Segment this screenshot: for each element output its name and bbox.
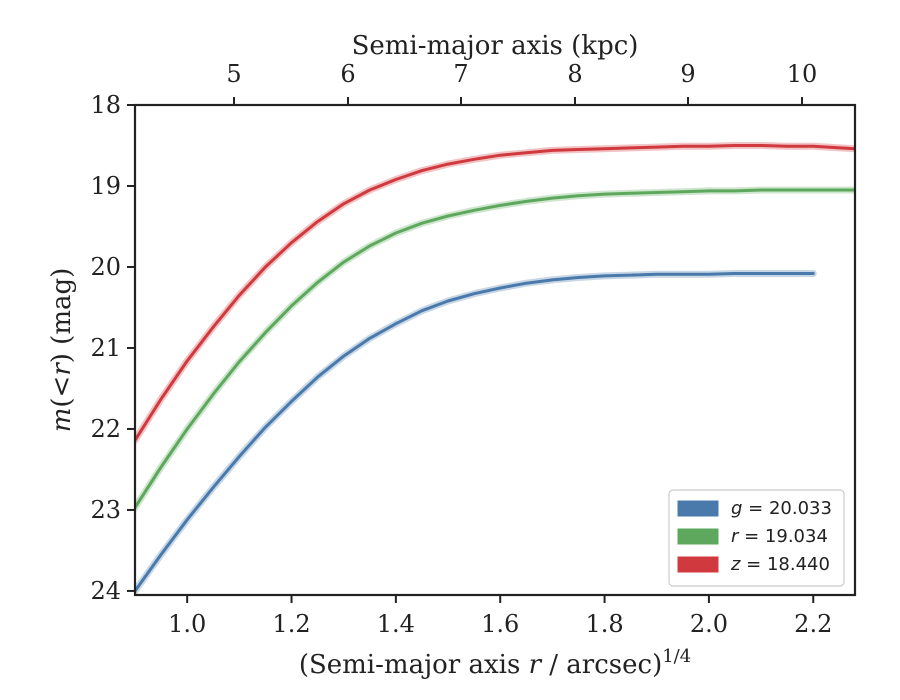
x-axis-title-exponent: 1/4 bbox=[662, 646, 691, 667]
plot-frame bbox=[133, 103, 857, 597]
legend-entry-value: = 20.033 bbox=[742, 498, 832, 519]
legend-entry-g: g = 20.033 bbox=[731, 498, 832, 519]
y-tick-label: 22 bbox=[90, 415, 121, 443]
y-axis-title-unit: (mag) bbox=[47, 268, 77, 353]
y-axis-title-inner: (< bbox=[47, 376, 77, 408]
series-line-r bbox=[135, 188, 855, 509]
x-axis-title: (Semi-major axis r / arcsec)1/4 bbox=[299, 646, 691, 680]
legend-entry-var: r bbox=[731, 526, 740, 547]
y-tick-label: 24 bbox=[90, 577, 121, 605]
y-axis-title-var-r: r bbox=[47, 362, 77, 376]
y-tick-label: 18 bbox=[90, 91, 121, 119]
x-axis-title-mid: / arcsec) bbox=[541, 650, 662, 680]
x-axis-top: 5 6 7 8 9 10 bbox=[226, 60, 817, 105]
legend-swatch-z bbox=[677, 556, 719, 573]
top-x-tick-label: 6 bbox=[340, 60, 355, 88]
x-tick-label: 2.2 bbox=[794, 610, 832, 638]
x-tick-label: 1.2 bbox=[272, 610, 310, 638]
legend-entry-var: g bbox=[731, 498, 742, 519]
y-axis-title-close: ) bbox=[47, 353, 77, 363]
y-tick-label: 23 bbox=[90, 496, 121, 524]
legend-entry-z: z = 18.440 bbox=[730, 554, 830, 575]
y-axis-left: 18 19 20 21 22 23 24 bbox=[90, 91, 135, 605]
y-tick-label: 20 bbox=[90, 253, 121, 281]
series-line-z bbox=[135, 144, 855, 442]
legend-swatch-r bbox=[677, 528, 719, 545]
legend-entry-r: r = 19.034 bbox=[731, 526, 828, 547]
top-x-axis-title: Semi-major axis (kpc) bbox=[352, 31, 639, 61]
top-x-tick-label: 8 bbox=[567, 60, 582, 88]
x-tick-label: 1.4 bbox=[377, 610, 415, 638]
legend-swatch-g bbox=[677, 500, 719, 517]
y-axis-title: m(<r) (mag) bbox=[47, 268, 77, 433]
x-tick-label: 1.8 bbox=[585, 610, 623, 638]
x-tick-label: 1.6 bbox=[481, 610, 519, 638]
legend-entry-value: = 19.034 bbox=[738, 526, 828, 547]
x-tick-label: 2.0 bbox=[690, 610, 728, 638]
legend-entry-value: = 18.440 bbox=[740, 554, 830, 575]
x-axis-title-open: (Semi-major axis bbox=[299, 650, 529, 680]
top-x-tick-label: 10 bbox=[787, 60, 818, 88]
top-x-tick-label: 7 bbox=[453, 60, 468, 88]
series-line-g bbox=[135, 272, 815, 593]
legend-entry-var: z bbox=[730, 554, 741, 575]
y-tick-label: 21 bbox=[90, 334, 121, 362]
top-x-tick-label: 9 bbox=[680, 60, 695, 88]
x-axis-title-var: r bbox=[529, 650, 543, 680]
x-tick-label: 1.0 bbox=[168, 610, 206, 638]
top-x-tick-label: 5 bbox=[226, 60, 241, 88]
y-axis-title-var-m: m bbox=[47, 408, 77, 433]
x-axis-bottom: 1.0 1.2 1.4 1.6 1.8 2.0 2.2 bbox=[168, 595, 832, 638]
series-layer bbox=[135, 142, 855, 595]
y-tick-label: 19 bbox=[90, 172, 121, 200]
